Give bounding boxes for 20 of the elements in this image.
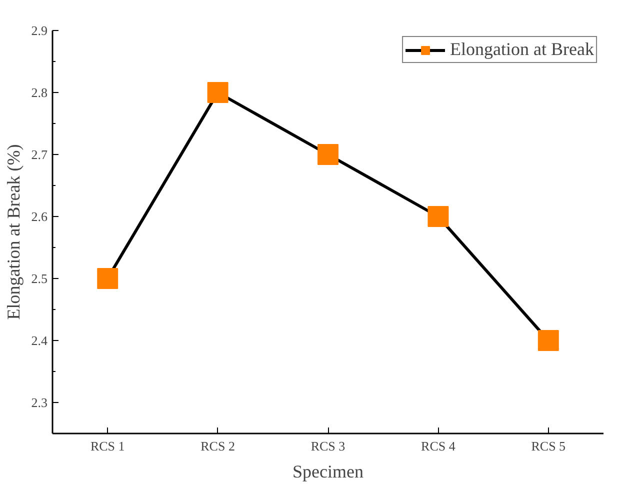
x-tick-label: RCS 1	[90, 438, 125, 454]
y-tick-label: 2.7	[31, 147, 48, 162]
y-tick-label: 2.3	[31, 395, 48, 410]
y-tick-label: 2.6	[31, 209, 48, 224]
y-tick-label: 2.9	[31, 23, 48, 38]
x-tick-label: RCS 2	[200, 438, 235, 454]
x-tick-label: RCS 4	[421, 438, 456, 454]
point	[318, 144, 338, 165]
y-tick-label: 2.5	[31, 271, 48, 286]
y-tick-label: 2.8	[31, 85, 48, 100]
y-tick-label: 2.4	[31, 333, 48, 348]
x-tick-label: RCS 3	[310, 438, 346, 454]
point	[97, 268, 118, 289]
y-axis-title: Elongation at Break (%)	[3, 144, 24, 320]
point	[207, 82, 228, 103]
x-tick-label: RCS 5	[531, 438, 566, 454]
legend-label: Elongation at Break	[450, 39, 594, 60]
point	[428, 206, 449, 227]
x-axis-title: Specimen	[292, 462, 364, 482]
point	[538, 330, 559, 351]
